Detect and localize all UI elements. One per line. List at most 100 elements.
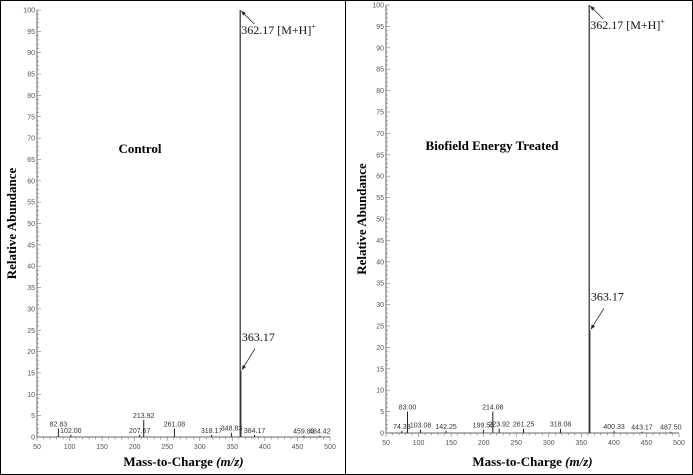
y-tick-label: 10 (27, 392, 35, 399)
peak-label: 400.33 (603, 424, 625, 431)
peak-label: 261.08 (164, 421, 186, 428)
y-tick-label: 50 (376, 217, 384, 224)
x-tick-label: 300 (543, 440, 555, 447)
y-tick-label: 5 (31, 413, 35, 420)
annotation-superscript: + (311, 22, 316, 31)
y-tick-label: 40 (27, 264, 35, 271)
peak-label: 459.83 (293, 429, 315, 436)
y-tick-label: 95 (376, 24, 384, 31)
x-tick-label: 150 (96, 444, 108, 451)
x-tick-label: 200 (129, 444, 141, 451)
x-tick-label: 300 (194, 444, 206, 451)
peak-label: 384.17 (244, 428, 266, 435)
x-tick-label: 400 (259, 444, 271, 451)
y-tick-label: 65 (376, 152, 384, 159)
x-tick-label: 350 (226, 444, 238, 451)
annotation-text: 363.17 (242, 330, 275, 344)
y-tick-label: 10 (376, 388, 384, 395)
peak-label: 214.08 (482, 405, 504, 412)
y-tick-label: 65 (27, 157, 35, 164)
x-tick-label: 450 (641, 440, 653, 447)
peak-annotation: 362.17 [M+H]+ (241, 22, 316, 37)
y-tick-label: 35 (376, 281, 384, 288)
arrowhead-icon (590, 6, 595, 11)
peak-label: 318.17 (201, 428, 223, 435)
peak-label: 443.17 (631, 425, 653, 432)
peak-label: 82.83 (50, 421, 68, 428)
x-axis-label: Mass-to-Charge (m/z) (472, 454, 592, 469)
peak-annotation: 363.17 (591, 289, 624, 303)
y-tick-label: 70 (27, 136, 35, 143)
peak-label: 102.00 (60, 428, 82, 435)
peak-label: 213.92 (133, 413, 155, 420)
y-tick-label: 100 (372, 3, 384, 10)
y-tick-label: 45 (27, 242, 35, 249)
x-tick-label: 250 (510, 440, 522, 447)
annotation-text: 363.17 (591, 289, 624, 303)
peak-label: 261.25 (513, 422, 535, 429)
x-axis-label-text: Mass-to-Charge (123, 454, 216, 469)
annotation-superscript: + (660, 17, 665, 26)
y-tick-label: 55 (27, 200, 35, 207)
y-tick-label: 85 (27, 72, 35, 79)
y-axis-label: Relative Abundance (4, 167, 19, 279)
x-axis-label-unit: (m/z) (216, 454, 243, 469)
peak-label: 487.50 (660, 425, 682, 432)
annotation-text: 362.17 [M+H] (590, 18, 660, 32)
peak-label: 348.83 (221, 426, 243, 433)
y-axis-label: Relative Abundance (354, 163, 369, 275)
y-tick-label: 90 (27, 50, 35, 57)
y-tick-label: 95 (27, 29, 35, 36)
y-tick-label: 50 (27, 221, 35, 228)
y-tick-label: 55 (376, 195, 384, 202)
y-tick-label: 45 (376, 238, 384, 245)
spectrum-panel-1: 0 5 10 15 20 25 30 35 40 45 50 55 60 65 70 75 80 85 90 95 10… (4, 8, 336, 470)
x-tick-label: 450 (292, 444, 304, 451)
y-tick-label: 15 (27, 370, 35, 377)
peak-annotation: 363.17 (242, 330, 275, 344)
y-tick-label: 25 (27, 328, 35, 335)
y-tick-label: 5 (380, 409, 384, 416)
x-tick-label: 500 (673, 440, 685, 447)
y-tick-label: 30 (27, 306, 35, 313)
peak-annotation: 362.17 [M+H]+ (590, 17, 665, 32)
y-tick-label: 70 (376, 131, 384, 138)
panel-title: Control (118, 141, 161, 156)
y-tick-label: 80 (376, 88, 384, 95)
peak-label: 83.00 (399, 405, 417, 412)
y-tick-label: 60 (376, 174, 384, 181)
y-tick-label: 35 (27, 285, 35, 292)
y-tick-label: 0 (31, 435, 35, 442)
peak-label: 142.25 (435, 424, 457, 431)
x-tick-label: 150 (445, 440, 457, 447)
annotation-text: 362.17 [M+H] (241, 23, 311, 37)
y-tick-label: 0 (380, 431, 384, 438)
peak-label: 207.67 (129, 428, 151, 435)
peak-label: 74.33 (393, 424, 411, 431)
y-tick-label: 80 (27, 93, 35, 100)
panel-title: Biofield Energy Treated (426, 138, 560, 153)
x-tick-label: 50 (382, 440, 390, 447)
peak-label: 318.08 (550, 422, 572, 429)
x-tick-label: 350 (575, 440, 587, 447)
x-axis-label: Mass-to-Charge (m/z) (123, 454, 243, 469)
peak-label: 199.58 (473, 423, 495, 430)
arrowhead-icon (241, 11, 246, 16)
y-tick-label: 20 (27, 349, 35, 356)
peak-label: 103.08 (410, 423, 432, 430)
x-tick-label: 100 (64, 444, 76, 451)
panel-divider (345, 0, 346, 475)
y-tick-label: 75 (376, 110, 384, 117)
spectrum-panel-2: 0 5 10 15 20 25 30 35 40 45 50 55 60 65 70 75 80 85 90 95 10… (354, 3, 685, 470)
x-axis-label-text: Mass-to-Charge (472, 454, 565, 469)
arrowhead-icon (590, 324, 596, 330)
peak-label: 484.42 (309, 429, 331, 436)
y-tick-label: 15 (376, 366, 384, 373)
y-tick-label: 60 (27, 178, 35, 185)
y-tick-label: 90 (376, 45, 384, 52)
y-tick-label: 100 (23, 8, 35, 15)
arrowhead-icon (241, 364, 247, 370)
x-tick-label: 250 (161, 444, 173, 451)
y-tick-label: 75 (27, 114, 35, 121)
